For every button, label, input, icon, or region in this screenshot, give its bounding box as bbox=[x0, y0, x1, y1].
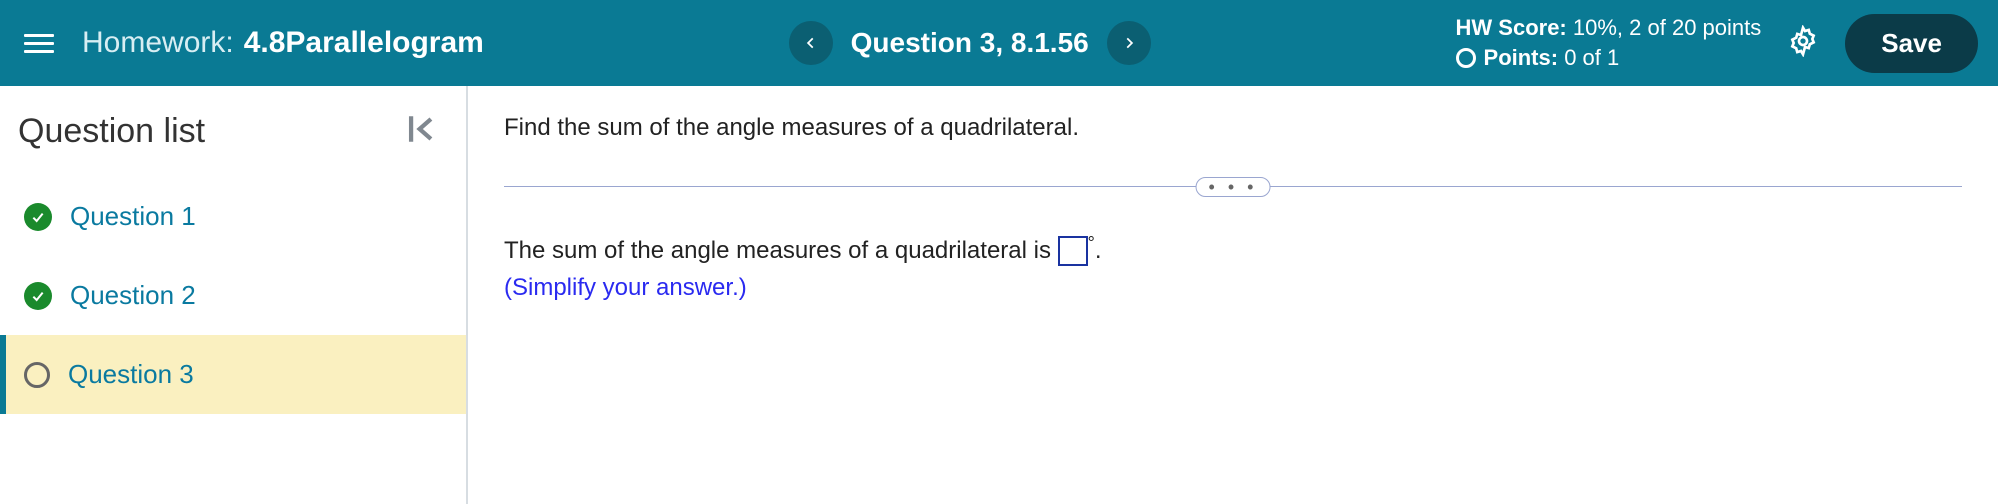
points-status-icon bbox=[1456, 48, 1476, 68]
score-block: HW Score: 10%, 2 of 20 points Points: 0 … bbox=[1456, 13, 1762, 72]
check-icon bbox=[24, 282, 52, 310]
hw-score-label: HW Score: bbox=[1456, 15, 1567, 40]
points-value: 0 of 1 bbox=[1564, 45, 1619, 70]
answer-instruction: (Simplify your answer.) bbox=[504, 274, 1962, 302]
homework-title: 4.8Parallelogram bbox=[244, 26, 484, 60]
question-label: Question 3, 8.1.56 bbox=[851, 27, 1089, 59]
app-header: Homework: 4.8Parallelogram Question 3, 8… bbox=[0, 0, 1998, 86]
answer-input[interactable] bbox=[1058, 236, 1088, 266]
sidebar-item-question-1[interactable]: Question 1 bbox=[0, 177, 466, 256]
degree-symbol: ° bbox=[1088, 233, 1095, 253]
hw-score-value: 10%, 2 of 20 points bbox=[1573, 15, 1761, 40]
collapse-sidebar-button[interactable] bbox=[404, 112, 438, 151]
question-prompt: Find the sum of the angle measures of a … bbox=[504, 114, 1962, 142]
points-label: Points: bbox=[1484, 45, 1559, 70]
question-item-label: Question 3 bbox=[68, 359, 194, 390]
prev-question-button[interactable] bbox=[789, 21, 833, 65]
question-item-label: Question 2 bbox=[70, 280, 196, 311]
settings-button[interactable] bbox=[1787, 25, 1819, 62]
homework-prefix: Homework: bbox=[82, 26, 234, 60]
question-list: Question 1 Question 2 Question 3 bbox=[0, 177, 466, 504]
content-area: Find the sum of the angle measures of a … bbox=[468, 86, 1998, 504]
question-item-label: Question 1 bbox=[70, 201, 196, 232]
sidebar-item-question-2[interactable]: Question 2 bbox=[0, 256, 466, 335]
sidebar-header: Question list bbox=[0, 86, 466, 177]
answer-period: . bbox=[1095, 237, 1102, 264]
sidebar: Question list Question 1Question 2Questi… bbox=[0, 86, 468, 504]
answer-line: The sum of the angle measures of a quadr… bbox=[504, 237, 1962, 268]
next-question-button[interactable] bbox=[1107, 21, 1151, 65]
question-nav: Question 3, 8.1.56 bbox=[789, 21, 1151, 65]
save-button[interactable]: Save bbox=[1845, 14, 1978, 73]
sidebar-title: Question list bbox=[18, 112, 205, 151]
menu-icon[interactable] bbox=[24, 28, 54, 58]
check-icon bbox=[24, 203, 52, 231]
sidebar-item-question-3[interactable]: Question 3 bbox=[0, 335, 466, 414]
main-body: Question list Question 1Question 2Questi… bbox=[0, 86, 1998, 504]
header-right: HW Score: 10%, 2 of 20 points Points: 0 … bbox=[1456, 13, 1978, 72]
open-status-icon bbox=[24, 362, 50, 388]
more-options-button[interactable]: • • • bbox=[1196, 177, 1271, 197]
answer-prefix: The sum of the angle measures of a quadr… bbox=[504, 237, 1058, 264]
divider: • • • bbox=[504, 186, 1962, 187]
